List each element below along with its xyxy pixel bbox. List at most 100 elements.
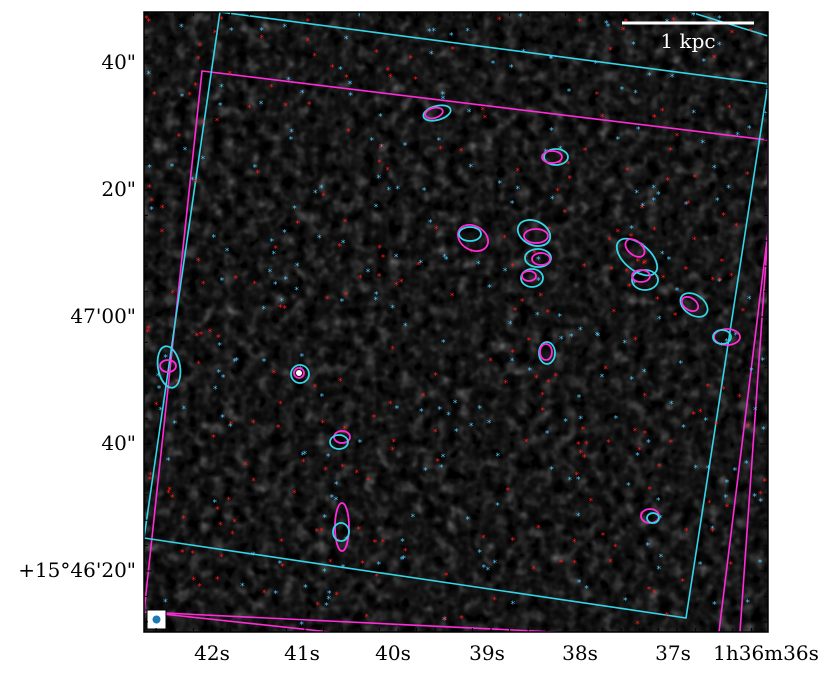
star-marker: * bbox=[344, 536, 349, 546]
star-marker: * bbox=[150, 197, 155, 207]
star-marker: * bbox=[283, 276, 288, 286]
source-ellipse bbox=[543, 148, 569, 166]
source-ellipse bbox=[615, 237, 659, 277]
star-marker: * bbox=[323, 466, 328, 476]
star-marker: * bbox=[727, 104, 732, 114]
star-marker: * bbox=[182, 405, 187, 415]
star-marker: * bbox=[416, 261, 421, 271]
star-marker: * bbox=[320, 392, 325, 402]
star-marker: * bbox=[640, 202, 645, 212]
star-marker: * bbox=[377, 272, 382, 282]
star-marker: * bbox=[698, 408, 703, 418]
star-marker: * bbox=[322, 567, 327, 577]
star-marker: * bbox=[441, 453, 446, 463]
star-marker: * bbox=[343, 218, 348, 228]
star-marker: * bbox=[593, 60, 598, 70]
star-marker: * bbox=[632, 279, 637, 289]
star-marker: * bbox=[528, 367, 533, 377]
star-marker: * bbox=[330, 63, 335, 73]
star-marker: * bbox=[251, 477, 256, 487]
star-marker: * bbox=[282, 229, 287, 239]
star-marker: * bbox=[481, 106, 486, 116]
star-marker: * bbox=[614, 415, 619, 425]
star-marker: * bbox=[612, 308, 617, 318]
star-marker: * bbox=[300, 353, 305, 363]
source-ellipse bbox=[516, 219, 552, 247]
star-marker: * bbox=[228, 423, 233, 433]
star-marker: * bbox=[201, 155, 206, 165]
star-marker: * bbox=[527, 337, 532, 347]
source-ellipses bbox=[156, 104, 741, 552]
star-marker: * bbox=[747, 125, 752, 135]
star-marker: * bbox=[652, 184, 657, 194]
axis-ticks bbox=[144, 11, 768, 632]
star-marker: * bbox=[595, 331, 600, 341]
star-marker: * bbox=[262, 305, 267, 315]
star-marker: * bbox=[272, 369, 277, 379]
star-marker: * bbox=[401, 555, 406, 565]
star-marker: * bbox=[234, 357, 239, 367]
star-marker: * bbox=[652, 113, 657, 123]
star-marker: * bbox=[373, 538, 378, 548]
star-marker: * bbox=[330, 493, 335, 503]
star-marker: * bbox=[584, 440, 589, 450]
star-marker: * bbox=[324, 601, 329, 611]
star-marker: * bbox=[723, 494, 728, 504]
star-marker: * bbox=[320, 527, 325, 537]
star-marker: * bbox=[477, 549, 482, 559]
star-marker: * bbox=[572, 559, 577, 569]
star-marker: * bbox=[744, 460, 749, 470]
star-marker: * bbox=[146, 18, 151, 28]
star-marker: * bbox=[251, 551, 256, 561]
star-marker: * bbox=[215, 506, 220, 516]
star-marker: * bbox=[298, 366, 303, 376]
star-marker: * bbox=[274, 589, 279, 599]
star-marker: * bbox=[273, 281, 278, 291]
star-marker: * bbox=[577, 578, 582, 588]
x-tick-label: 38s bbox=[562, 641, 598, 665]
star-marker: * bbox=[377, 158, 382, 168]
star-marker: * bbox=[375, 573, 380, 583]
star-marker: * bbox=[717, 277, 722, 287]
star-marker: * bbox=[642, 368, 647, 378]
source-ellipse bbox=[422, 104, 452, 122]
star-marker: * bbox=[574, 471, 579, 481]
star-marker: * bbox=[442, 253, 447, 263]
star-marker: * bbox=[563, 209, 568, 219]
star-marker: * bbox=[557, 313, 562, 323]
star-marker: * bbox=[441, 339, 446, 349]
star-marker: * bbox=[643, 429, 648, 439]
star-marker: * bbox=[388, 400, 393, 410]
star-marker: * bbox=[149, 206, 154, 216]
star-marker: * bbox=[146, 325, 151, 335]
star-marker: * bbox=[578, 415, 583, 425]
x-tick-label: 1h36m36s bbox=[713, 641, 819, 665]
star-marker: * bbox=[229, 420, 234, 430]
star-marker: * bbox=[511, 600, 516, 610]
star-marker: * bbox=[303, 584, 308, 594]
star-marker: * bbox=[240, 582, 245, 592]
star-marker: * bbox=[730, 29, 735, 39]
star-marker: * bbox=[510, 200, 515, 210]
star-marker: * bbox=[459, 614, 464, 624]
star-marker: * bbox=[659, 553, 664, 563]
star-marker: * bbox=[158, 406, 163, 416]
star-marker: * bbox=[328, 558, 333, 568]
star-marker: * bbox=[680, 577, 685, 587]
star-marker: * bbox=[720, 258, 725, 268]
star-marker: * bbox=[658, 514, 663, 524]
star-marker: * bbox=[668, 147, 673, 157]
star-marker: * bbox=[190, 176, 195, 186]
star-marker: * bbox=[616, 136, 621, 146]
star-marker: * bbox=[181, 515, 186, 525]
star-marker: * bbox=[252, 280, 257, 290]
star-marker: * bbox=[446, 411, 451, 421]
star-marker: * bbox=[366, 268, 371, 278]
star-marker: * bbox=[334, 480, 339, 490]
star-marker: * bbox=[360, 560, 365, 570]
star-marker: * bbox=[315, 528, 320, 538]
star-marker: * bbox=[336, 537, 341, 547]
star-marker: * bbox=[301, 458, 306, 468]
star-marker: * bbox=[702, 57, 707, 67]
star-marker: * bbox=[582, 263, 587, 273]
